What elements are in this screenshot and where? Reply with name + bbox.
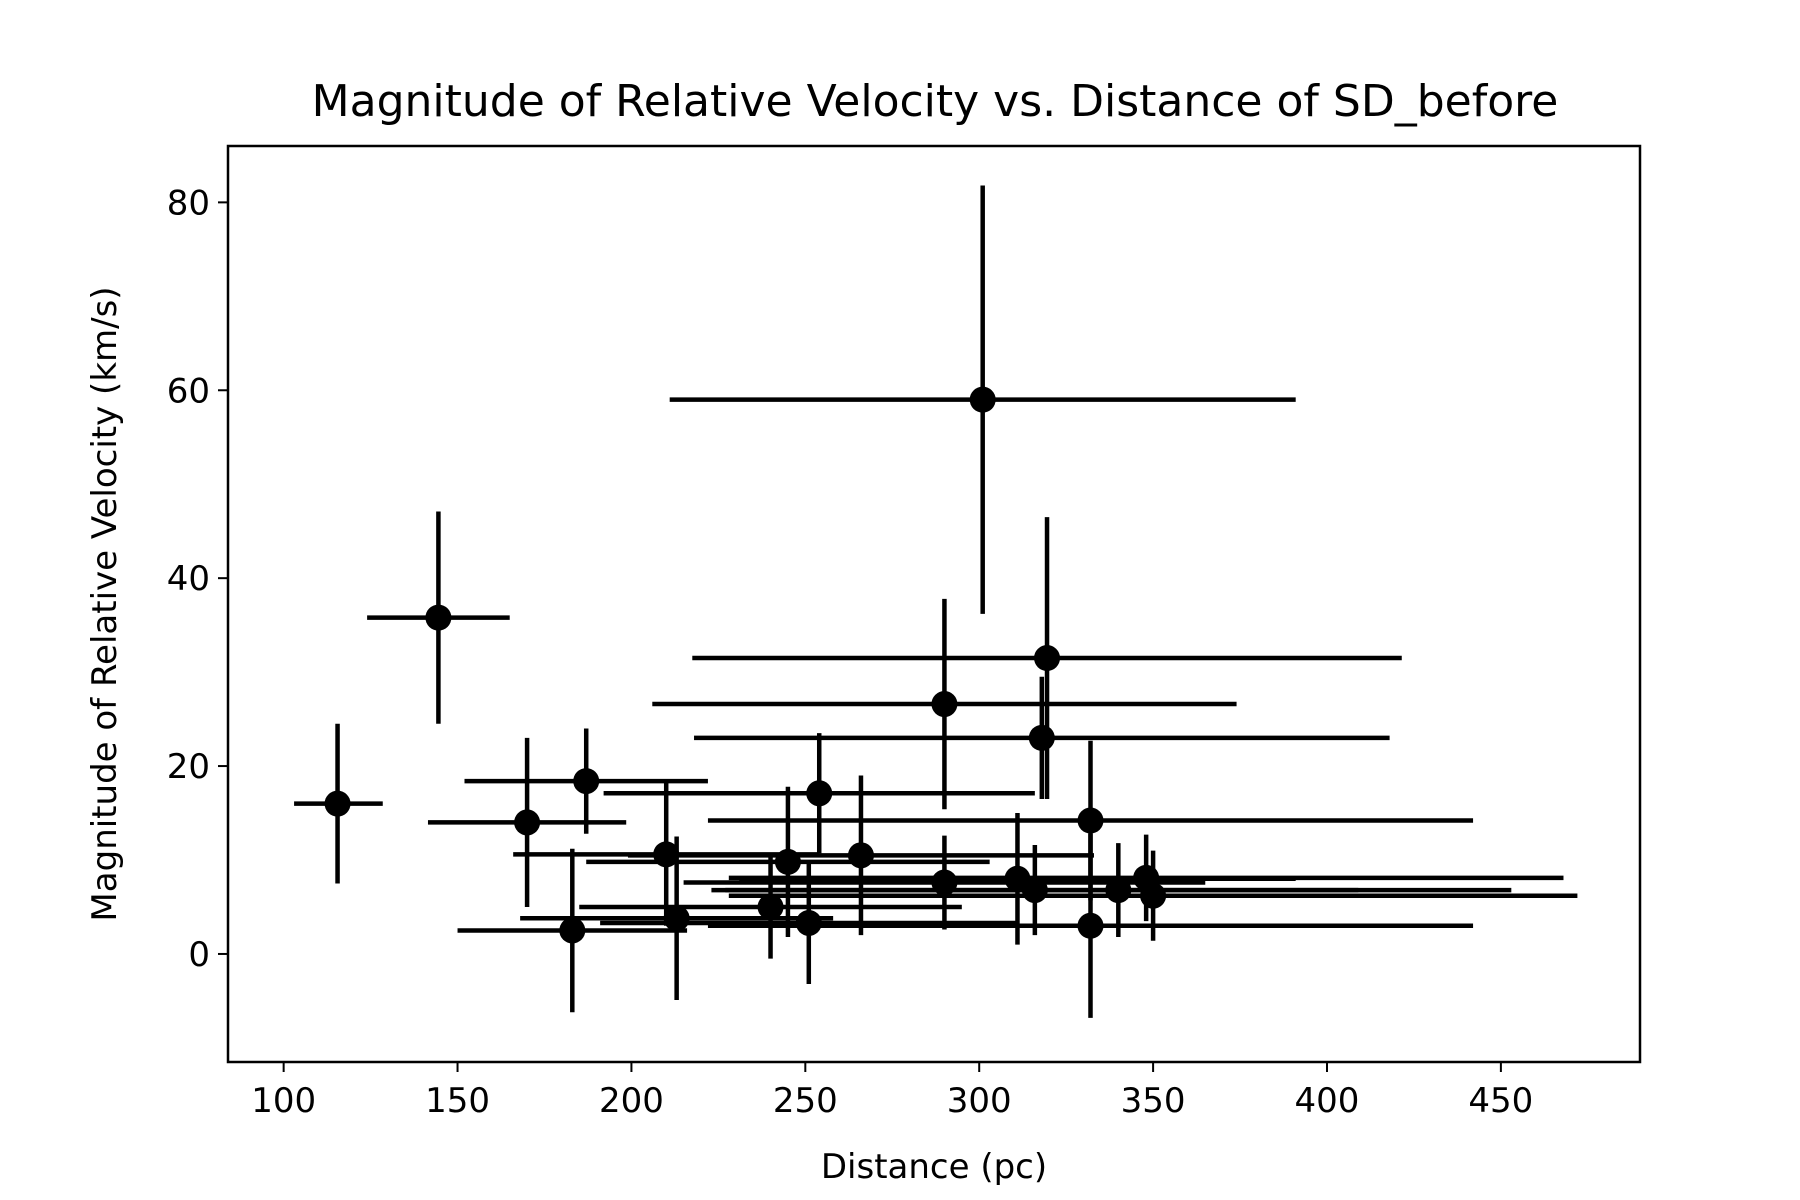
x-tick-label: 100 bbox=[251, 1081, 316, 1121]
point-marker bbox=[573, 768, 600, 795]
point-marker bbox=[1077, 807, 1104, 834]
y-tick-label: 80 bbox=[167, 183, 210, 223]
point-marker bbox=[559, 917, 586, 944]
x-tick-label: 300 bbox=[947, 1081, 1012, 1121]
x-tick-label: 200 bbox=[599, 1081, 664, 1121]
data-point bbox=[464, 728, 708, 834]
point-marker bbox=[795, 909, 822, 936]
y-tick-label: 40 bbox=[167, 559, 210, 599]
point-marker bbox=[1028, 724, 1055, 751]
point-marker bbox=[757, 893, 784, 920]
y-tick-label: 20 bbox=[167, 747, 210, 787]
point-marker bbox=[806, 780, 833, 807]
x-axis-label: Distance (pc) bbox=[821, 1147, 1047, 1187]
y-tick-label: 60 bbox=[167, 371, 210, 411]
chart-title: Magnitude of Relative Velocity vs. Dista… bbox=[312, 76, 1559, 127]
data-point bbox=[586, 786, 990, 938]
point-marker bbox=[1105, 877, 1132, 904]
point-marker bbox=[931, 691, 958, 718]
data-point bbox=[457, 848, 688, 1013]
point-marker bbox=[774, 848, 801, 875]
data-point bbox=[707, 833, 1474, 1018]
data-point bbox=[427, 737, 627, 907]
point-marker bbox=[425, 604, 452, 631]
point-marker bbox=[1077, 912, 1104, 939]
x-tick-label: 250 bbox=[773, 1081, 838, 1121]
data-point bbox=[692, 517, 1402, 799]
x-tick-label: 150 bbox=[425, 1081, 490, 1121]
y-axis-label: Magnitude of Relative Velocity (km/s) bbox=[85, 286, 125, 921]
data-point bbox=[603, 733, 1035, 854]
point-marker bbox=[969, 386, 996, 413]
data-point bbox=[627, 775, 1094, 936]
data-point bbox=[367, 511, 510, 724]
x-tick-label: 350 bbox=[1121, 1081, 1186, 1121]
x-tick-label: 400 bbox=[1295, 1081, 1360, 1121]
axes-layer: 100 150 200 250 300 350 400 450 0 20 40 60 80 bbox=[167, 183, 1534, 1121]
point-marker bbox=[514, 809, 541, 836]
data-point bbox=[652, 598, 1237, 810]
x-tick-label: 450 bbox=[1468, 1081, 1533, 1121]
data-point bbox=[694, 676, 1390, 799]
y-tick-label: 0 bbox=[188, 935, 210, 975]
data-layer bbox=[294, 185, 1578, 1018]
data-point bbox=[579, 855, 962, 959]
plot-frame bbox=[226, 144, 1642, 1064]
data-point bbox=[728, 850, 1578, 941]
data-point bbox=[294, 723, 383, 884]
point-marker bbox=[1140, 882, 1167, 909]
point-marker bbox=[324, 790, 351, 817]
point-marker bbox=[1034, 645, 1061, 672]
data-point bbox=[669, 185, 1296, 614]
point-marker bbox=[847, 842, 874, 869]
